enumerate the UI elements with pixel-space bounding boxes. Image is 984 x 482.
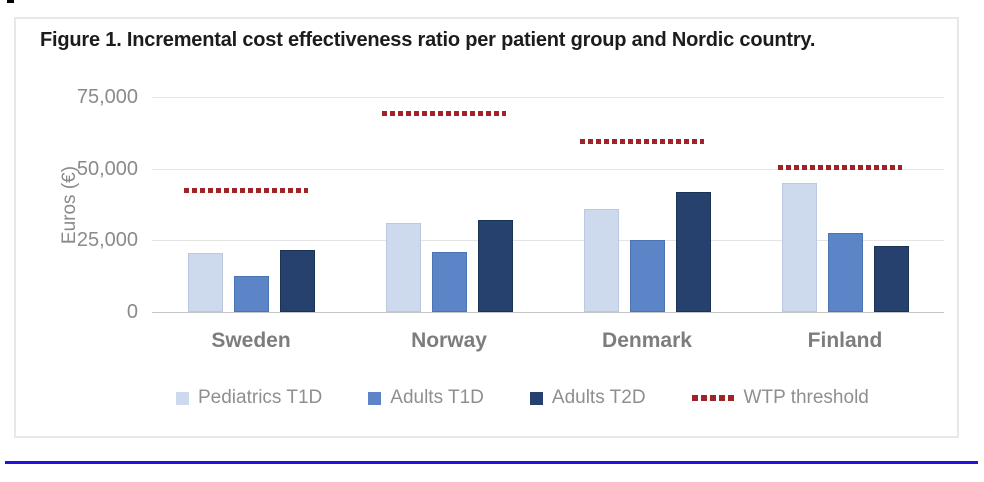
bar-adults-t2d	[676, 192, 711, 312]
wtp-threshold-line	[184, 188, 308, 193]
bar-pediatrics-t1d	[386, 223, 421, 312]
bar-chart: 0 25,000 50,000 75,000 Euros (€) Sweden Norway…	[16, 19, 957, 436]
bottom-blue-rule	[5, 461, 978, 464]
scan-artifact-mark	[7, 0, 14, 3]
legend-threshold-swatch	[691, 395, 734, 401]
gridline	[152, 169, 944, 170]
gridline	[152, 97, 944, 98]
bar-adults-t2d	[280, 250, 315, 312]
y-tick-label: 75,000	[76, 86, 138, 108]
bar-adults-t1d	[234, 276, 269, 312]
figure-panel: Figure 1. Incremental cost effectiveness…	[14, 17, 959, 438]
legend-item: Adults T1D	[368, 387, 484, 409]
bar-adults-t2d	[478, 220, 513, 312]
legend-series-1-swatch	[368, 391, 382, 405]
gridline	[152, 240, 944, 241]
x-category-label: Norway	[411, 329, 487, 352]
legend-item: Pediatrics T1D	[176, 387, 322, 409]
wtp-threshold-line	[580, 139, 704, 144]
x-category-label: Denmark	[602, 329, 692, 352]
legend-series-2-swatch	[529, 391, 543, 405]
wtp-threshold-line	[778, 165, 902, 170]
y-axis-title: Euros (€)	[59, 165, 80, 245]
chart-legend: Pediatrics T1D Adults T1D Adults T2D WTP th…	[176, 387, 869, 409]
x-category-label: Finland	[807, 329, 883, 352]
legend-label: WTP threshold	[743, 387, 869, 408]
x-category-label: Sweden	[211, 329, 291, 352]
legend-label: Adults T2D	[551, 387, 646, 408]
legend-label: Adults T1D	[390, 387, 484, 408]
legend-item: WTP threshold	[691, 387, 869, 409]
y-tick-label: 0	[126, 301, 138, 323]
bar-pediatrics-t1d	[584, 209, 619, 312]
bar-adults-t2d	[874, 246, 909, 312]
legend-label: Pediatrics T1D	[198, 387, 323, 408]
legend-item: Adults T2D	[529, 387, 646, 409]
bar-pediatrics-t1d	[188, 253, 223, 312]
wtp-threshold-line	[382, 111, 506, 116]
bar-adults-t1d	[630, 240, 665, 312]
figure-title: Figure 1. Incremental cost effectiveness…	[40, 29, 816, 51]
bar-adults-t1d	[828, 233, 863, 312]
x-axis-line	[152, 312, 944, 313]
bar-adults-t1d	[432, 252, 467, 312]
y-tick-label: 50,000	[76, 158, 138, 180]
y-tick-label: 25,000	[76, 229, 138, 251]
bar-pediatrics-t1d	[782, 183, 817, 312]
legend-series-0-swatch	[176, 391, 189, 405]
